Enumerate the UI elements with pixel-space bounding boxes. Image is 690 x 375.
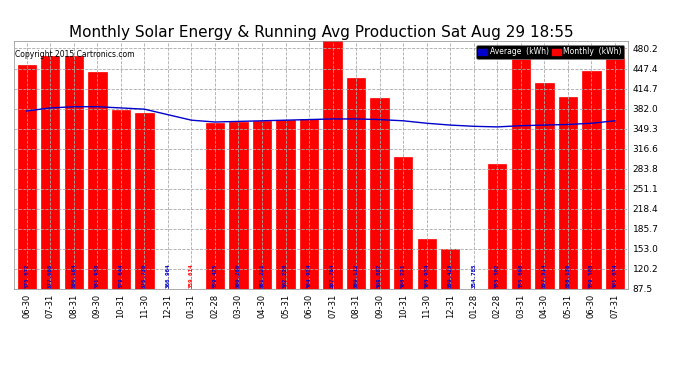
- Bar: [277, 120, 295, 289]
- Text: 368.221: 368.221: [401, 263, 406, 288]
- Text: 361.874: 361.874: [613, 263, 618, 288]
- Text: 361.221: 361.221: [259, 263, 264, 288]
- Title: Monthly Solar Energy & Running Avg Production Sat Aug 29 18:55: Monthly Solar Energy & Running Avg Produ…: [68, 25, 573, 40]
- Text: 380.164: 380.164: [71, 263, 77, 288]
- Text: 379.644: 379.644: [119, 263, 124, 288]
- Bar: [324, 41, 342, 289]
- Text: 373.872: 373.872: [24, 263, 29, 288]
- Bar: [229, 122, 248, 289]
- Text: 358.136: 358.136: [565, 263, 571, 288]
- Bar: [441, 249, 460, 289]
- Bar: [512, 49, 530, 289]
- Bar: [300, 119, 318, 289]
- Text: 367.784: 367.784: [330, 263, 335, 288]
- Bar: [464, 249, 483, 289]
- Bar: [206, 123, 224, 289]
- Bar: [112, 110, 130, 289]
- Bar: [582, 70, 600, 289]
- Bar: [559, 97, 577, 289]
- Text: 362.228: 362.228: [283, 263, 288, 288]
- Bar: [535, 83, 553, 289]
- Text: 355.896: 355.896: [518, 263, 523, 288]
- Bar: [17, 65, 36, 289]
- Bar: [182, 272, 201, 289]
- Text: Copyright 2015 Cartronics.com: Copyright 2015 Cartronics.com: [15, 50, 135, 59]
- Text: 354.785: 354.785: [471, 263, 476, 288]
- Bar: [606, 47, 624, 289]
- Text: 369.882: 369.882: [377, 263, 382, 288]
- Text: 359.308: 359.308: [589, 263, 594, 288]
- Text: 381.930: 381.930: [95, 263, 100, 288]
- Text: 363.934: 363.934: [424, 263, 429, 288]
- Bar: [88, 72, 106, 289]
- Text: 359.425: 359.425: [213, 263, 217, 288]
- Legend: Average  (kWh), Monthly  (kWh): Average (kWh), Monthly (kWh): [476, 45, 624, 58]
- Text: 359.614: 359.614: [189, 263, 194, 288]
- Bar: [41, 56, 59, 289]
- Bar: [253, 122, 271, 289]
- Bar: [159, 252, 177, 289]
- Bar: [135, 113, 154, 289]
- Bar: [347, 78, 365, 289]
- Text: 369.112: 369.112: [354, 263, 359, 288]
- Text: 375.730: 375.730: [142, 263, 147, 288]
- Bar: [371, 98, 389, 289]
- Bar: [394, 157, 413, 289]
- Text: 359.423: 359.423: [448, 263, 453, 288]
- Text: 377.085: 377.085: [48, 263, 52, 288]
- Text: 357.314: 357.314: [542, 263, 547, 288]
- Bar: [65, 56, 83, 289]
- Bar: [417, 240, 436, 289]
- Text: 353.302: 353.302: [495, 263, 500, 288]
- Text: 364.924: 364.924: [306, 263, 312, 288]
- Text: 366.964: 366.964: [166, 263, 170, 288]
- Bar: [488, 164, 506, 289]
- Text: 360.280: 360.280: [236, 263, 241, 288]
